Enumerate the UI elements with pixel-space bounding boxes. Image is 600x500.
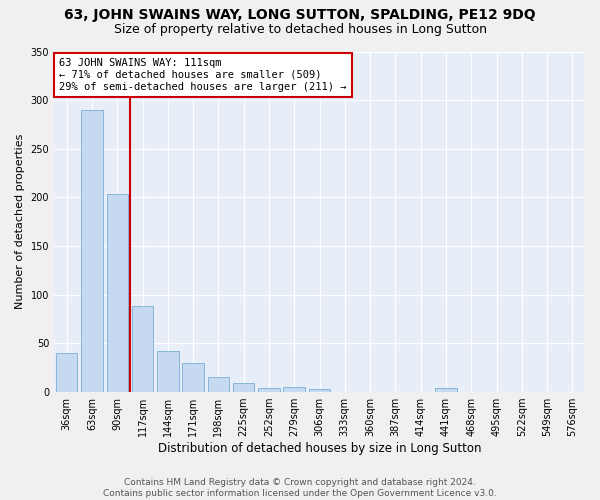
Bar <box>258 388 280 392</box>
Bar <box>157 351 179 392</box>
Bar <box>182 363 204 392</box>
Bar <box>283 387 305 392</box>
Text: Size of property relative to detached houses in Long Sutton: Size of property relative to detached ho… <box>113 22 487 36</box>
Text: 63, JOHN SWAINS WAY, LONG SUTTON, SPALDING, PE12 9DQ: 63, JOHN SWAINS WAY, LONG SUTTON, SPALDI… <box>64 8 536 22</box>
Bar <box>56 353 77 392</box>
Bar <box>132 306 153 392</box>
X-axis label: Distribution of detached houses by size in Long Sutton: Distribution of detached houses by size … <box>158 442 481 455</box>
Bar <box>81 110 103 392</box>
Bar <box>435 388 457 392</box>
Y-axis label: Number of detached properties: Number of detached properties <box>15 134 25 310</box>
Text: 63 JOHN SWAINS WAY: 111sqm
← 71% of detached houses are smaller (509)
29% of sem: 63 JOHN SWAINS WAY: 111sqm ← 71% of deta… <box>59 58 347 92</box>
Bar <box>309 389 330 392</box>
Text: Contains HM Land Registry data © Crown copyright and database right 2024.
Contai: Contains HM Land Registry data © Crown c… <box>103 478 497 498</box>
Bar <box>233 384 254 392</box>
Bar <box>107 194 128 392</box>
Bar <box>208 376 229 392</box>
